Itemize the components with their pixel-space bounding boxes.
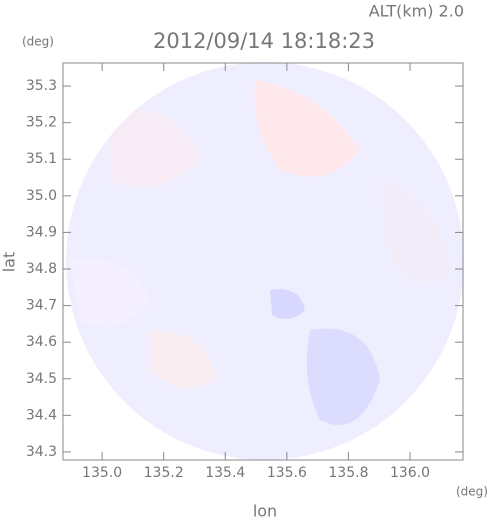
x-axis-label: lon [253, 502, 277, 521]
y-tick-label: 35.1 [26, 151, 57, 167]
x-tick-label: 135.6 [267, 465, 307, 481]
altitude-label: ALT(km) 2.0 [369, 2, 464, 21]
y-tick-label: 34.5 [26, 371, 57, 387]
chart-title: 2012/09/14 18:18:23 [153, 29, 375, 53]
x-tick-label: 135.2 [144, 465, 184, 481]
y-tick-label: 34.8 [26, 261, 57, 277]
x-tick-label: 135.4 [205, 465, 245, 481]
x-tick-label: 135.8 [328, 465, 368, 481]
x-unit: (deg) [456, 485, 488, 499]
y-tick-label: 34.9 [26, 224, 57, 240]
x-tick-label: 135.0 [82, 465, 122, 481]
y-tick-label: 34.3 [26, 444, 57, 460]
y-tick-label: 35.0 [26, 188, 57, 204]
radar-field [66, 62, 464, 460]
y-tick-label: 35.3 [26, 78, 57, 94]
y-tick-label: 35.2 [26, 115, 57, 131]
y-tick-label: 34.4 [26, 407, 57, 423]
y-unit: (deg) [22, 35, 54, 49]
y-tick-label: 34.7 [26, 298, 57, 314]
x-tick-label: 136.0 [390, 465, 430, 481]
y-tick-label: 34.6 [26, 334, 57, 350]
y-axis-label: lat [0, 252, 19, 273]
plot-frame [62, 62, 464, 461]
